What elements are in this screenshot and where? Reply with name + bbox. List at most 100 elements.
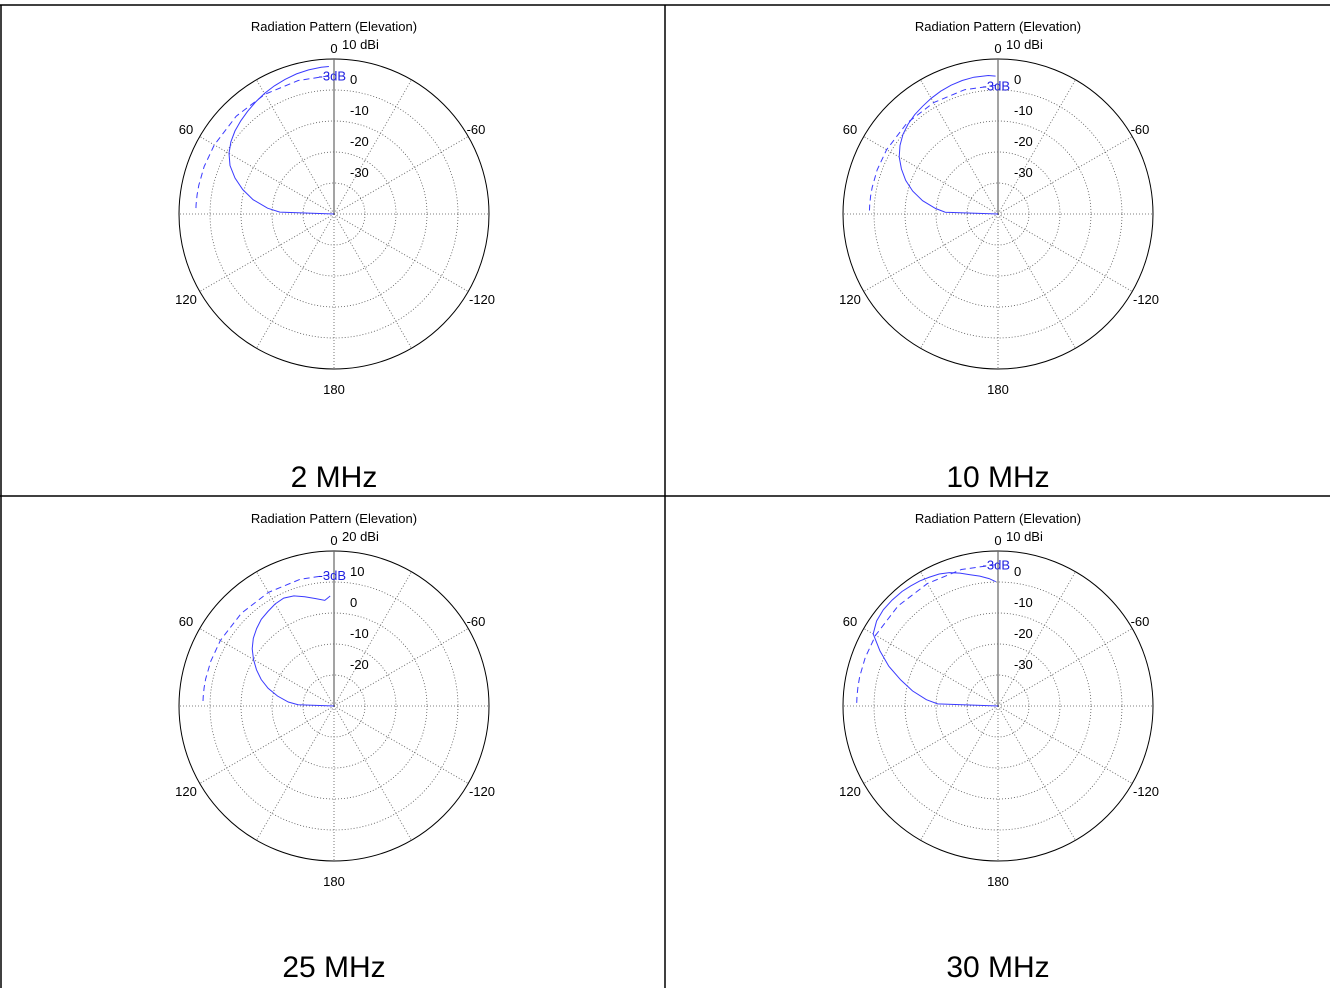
radial-tick-label: -30 (350, 165, 369, 180)
frequency-caption: 30 MHz (946, 951, 1050, 984)
grid-spoke (256, 705, 335, 841)
chart-title: Radiation Pattern (Elevation) (915, 511, 1081, 526)
angle-tick-label: -120 (469, 292, 495, 307)
pattern-line (228, 66, 335, 215)
radial-tick-label: -20 (1014, 134, 1033, 149)
radial-tick-label: 20 dBi (342, 529, 379, 544)
frequency-caption: 25 MHz (282, 951, 386, 984)
grid-spoke (256, 79, 335, 215)
grid-spoke (333, 628, 469, 707)
grid-spoke (256, 213, 335, 349)
reference-3db-line (868, 84, 996, 212)
angle-tick-label: -60 (1131, 122, 1150, 137)
angle-tick-label: -60 (1131, 614, 1150, 629)
grid-spoke (333, 213, 469, 292)
grid-spoke (920, 705, 999, 841)
radial-tick-label: -30 (1014, 657, 1033, 672)
grid-spoke (199, 136, 335, 215)
frequency-caption: 2 MHz (290, 461, 378, 494)
angle-tick-label: 0 (994, 41, 1001, 56)
angle-tick-label: 120 (839, 292, 861, 307)
grid-spoke (333, 136, 469, 215)
reference-3db-label: -3dB (983, 558, 1010, 573)
reference-3db-label: -3dB (319, 568, 346, 583)
chart-panel-30mhz: Radiation Pattern (Elevation) 0 -60 -120 180… (666, 498, 1330, 988)
polar-plot: Radiation Pattern (Elevation) 0 -60 -120 180… (839, 19, 1159, 397)
angle-tick-label: 0 (330, 533, 337, 548)
reference-3db-line (856, 564, 996, 704)
radial-tick-label: 0 (350, 72, 357, 87)
radial-tick-label: -20 (1014, 626, 1033, 641)
angle-tick-label: 60 (843, 122, 857, 137)
polar-plot: Radiation Pattern (Elevation) 0 -60 -120 180… (839, 511, 1159, 889)
radial-tick-label: -20 (350, 134, 369, 149)
grid-spoke (863, 136, 999, 215)
grid-spoke (333, 705, 412, 841)
radial-tick-label: -30 (1014, 165, 1033, 180)
radial-tick-label: 0 (350, 595, 357, 610)
radial-tick-label: -10 (350, 103, 369, 118)
grid-spoke (997, 79, 1076, 215)
radial-tick-label: 10 dBi (1006, 529, 1043, 544)
reference-3db-label: -3dB (983, 78, 1010, 93)
polar-plot: Radiation Pattern (Elevation) 0 -60 -120 180… (175, 511, 495, 889)
polar-plot: Radiation Pattern (Elevation) 0 -60 -120 180… (175, 19, 495, 397)
angle-tick-label: 120 (175, 784, 197, 799)
chart-panel-10mhz: Radiation Pattern (Elevation) 0 -60 -120 180… (666, 6, 1330, 496)
radial-tick-label: 10 dBi (1006, 37, 1043, 52)
grid-spoke (920, 79, 999, 215)
grid-spoke (863, 705, 999, 784)
angle-tick-label: 60 (179, 122, 193, 137)
angle-tick-label: 0 (994, 533, 1001, 548)
angle-tick-label: -120 (1133, 784, 1159, 799)
angle-tick-label: -120 (1133, 292, 1159, 307)
radial-tick-label: 0 (1014, 564, 1021, 579)
grid-spoke (199, 705, 335, 784)
chart-panel-25mhz: Radiation Pattern (Elevation) 0 -60 -120 180… (2, 498, 666, 988)
angle-tick-label: 180 (987, 874, 1009, 889)
angle-tick-label: -120 (469, 784, 495, 799)
angle-tick-label: 120 (839, 784, 861, 799)
grid-spoke (997, 628, 1133, 707)
pattern-line (872, 572, 999, 707)
grid-spoke (997, 213, 1076, 349)
chart-panel-2mhz: Radiation Pattern (Elevation) 0 -60 -120 180… (2, 6, 666, 496)
chart-title: Radiation Pattern (Elevation) (915, 19, 1081, 34)
radial-tick-label: -10 (350, 626, 369, 641)
reference-3db-line (202, 574, 330, 704)
grid-spoke (199, 628, 335, 707)
chart-title: Radiation Pattern (Elevation) (251, 511, 417, 526)
grid-spoke (920, 571, 999, 707)
angle-tick-label: 60 (179, 614, 193, 629)
grid-spoke (863, 628, 999, 707)
grid-spoke (997, 213, 1133, 292)
grid-spoke (863, 213, 999, 292)
angle-tick-label: 0 (330, 41, 337, 56)
frequency-caption: 10 MHz (946, 461, 1050, 494)
grid-spoke (199, 213, 335, 292)
grid-spoke (333, 79, 412, 215)
radial-tick-label: -20 (350, 657, 369, 672)
grid-spoke (333, 571, 412, 707)
pattern-line (251, 595, 335, 707)
reference-3db-label: -3dB (319, 69, 346, 84)
reference-3db-line (195, 75, 330, 212)
chart-title: Radiation Pattern (Elevation) (251, 19, 417, 34)
radial-tick-label: 10 dBi (342, 37, 379, 52)
angle-tick-label: 60 (843, 614, 857, 629)
radial-tick-label: 0 (1014, 72, 1021, 87)
grid-spoke (333, 213, 412, 349)
grid-spoke (920, 213, 999, 349)
grid-spoke (997, 705, 1076, 841)
angle-tick-label: 180 (323, 874, 345, 889)
grid-spoke (997, 705, 1133, 784)
radial-tick-label: -10 (1014, 103, 1033, 118)
angle-tick-label: 180 (323, 382, 345, 397)
grid-spoke (256, 571, 335, 707)
angle-tick-label: -60 (467, 122, 486, 137)
angle-tick-label: 120 (175, 292, 197, 307)
radial-tick-label: 10 (350, 564, 364, 579)
grid-spoke (333, 705, 469, 784)
grid-spoke (997, 136, 1133, 215)
